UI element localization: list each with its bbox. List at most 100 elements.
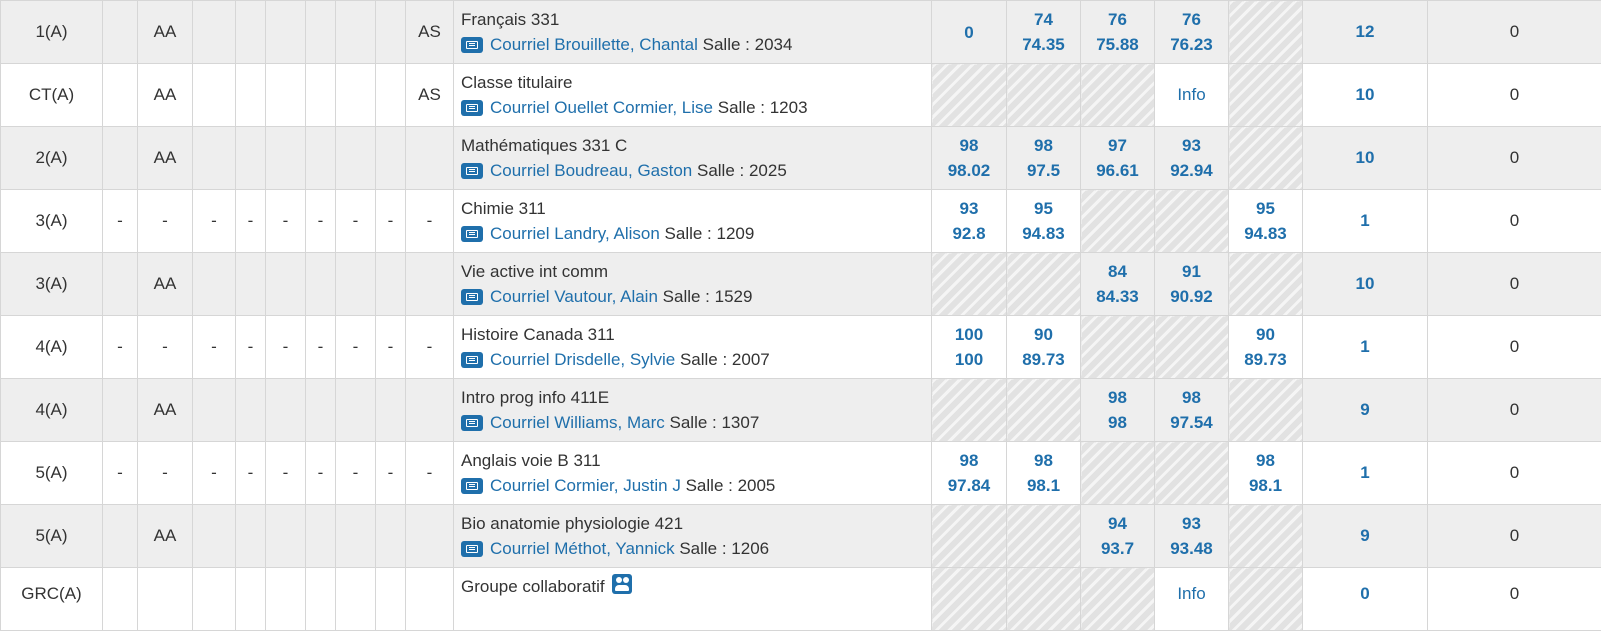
- info-link[interactable]: Info: [1155, 568, 1229, 631]
- code-cell: [103, 379, 138, 442]
- room-label: Salle : 1209: [665, 224, 755, 243]
- email-teacher-link[interactable]: Courriel Méthot, Yannick: [490, 539, 675, 558]
- contact-card-icon[interactable]: [461, 289, 483, 305]
- grade-final-empty: [1229, 379, 1303, 442]
- code-cell: -: [336, 442, 376, 505]
- code-cell: -: [193, 190, 236, 253]
- room-label: Salle : 1203: [718, 98, 808, 117]
- absence-count[interactable]: 1: [1303, 316, 1428, 379]
- absence-count[interactable]: 1: [1303, 190, 1428, 253]
- info-link[interactable]: Info: [1155, 64, 1229, 127]
- contact-card-icon[interactable]: [461, 226, 483, 242]
- code-cell: [193, 127, 236, 190]
- grade-term-1-empty: [932, 64, 1007, 127]
- grade-term-1[interactable]: 0: [932, 1, 1007, 64]
- contact-card-icon[interactable]: [461, 352, 483, 368]
- period-cell: 3(A): [1, 190, 103, 253]
- contact-card-icon[interactable]: [461, 541, 483, 557]
- code-cell: [193, 64, 236, 127]
- absence-count[interactable]: 10: [1303, 253, 1428, 316]
- absence-count[interactable]: 0: [1303, 568, 1428, 631]
- absence-count[interactable]: 10: [1303, 64, 1428, 127]
- course-name: Chimie 311: [461, 199, 931, 219]
- contact-card-icon[interactable]: [461, 100, 483, 116]
- grade-term-3-empty: [1081, 316, 1155, 379]
- email-teacher-link[interactable]: Courriel Ouellet Cormier, Lise: [490, 98, 713, 117]
- grade-term-1-empty: [932, 568, 1007, 631]
- code-cell: [336, 1, 376, 64]
- absence-count[interactable]: 10: [1303, 127, 1428, 190]
- grade-term-2-empty: [1007, 253, 1081, 316]
- group-users-icon[interactable]: [612, 574, 632, 594]
- course-cell: Classe titulaire Courriel Ouellet Cormie…: [454, 64, 932, 127]
- room-label: Salle : 2005: [686, 476, 776, 495]
- code-cell: AS: [406, 1, 454, 64]
- code-cell: [266, 1, 306, 64]
- absence-count[interactable]: 12: [1303, 1, 1428, 64]
- code-cell: -: [306, 442, 336, 505]
- contact-card-icon[interactable]: [461, 478, 483, 494]
- code-cell: -: [336, 190, 376, 253]
- absence-count[interactable]: 9: [1303, 379, 1428, 442]
- code-cell: [236, 64, 266, 127]
- code-cell: -: [138, 442, 193, 505]
- room-label: Salle : 2007: [680, 350, 770, 369]
- email-teacher-link[interactable]: Courriel Drisdelle, Sylvie: [490, 350, 675, 369]
- grade-final-empty: [1229, 568, 1303, 631]
- table-row: 2(A) AA Mathématiques 331 C Courriel Bou…: [1, 127, 1601, 190]
- code-cell: [306, 64, 336, 127]
- contact-card-icon[interactable]: [461, 37, 483, 53]
- code-cell: [376, 1, 406, 64]
- absence-count[interactable]: 9: [1303, 505, 1428, 568]
- grade-final-empty: [1229, 64, 1303, 127]
- course-cell: Intro prog info 411E Courriel Williams, …: [454, 379, 932, 442]
- email-teacher-link[interactable]: Courriel Williams, Marc: [490, 413, 665, 432]
- code-cell: [193, 379, 236, 442]
- table-row: 4(A) - - - - - - - - - Histoire Canada 3…: [1, 316, 1601, 379]
- code-cell: [336, 379, 376, 442]
- email-teacher-link[interactable]: Courriel Vautour, Alain: [490, 287, 658, 306]
- email-teacher-link[interactable]: Courriel Brouillette, Chantal: [490, 35, 698, 54]
- code-cell: -: [376, 316, 406, 379]
- grade-final-empty: [1229, 127, 1303, 190]
- grade-term-1-empty: [932, 505, 1007, 568]
- code-cell: -: [266, 190, 306, 253]
- code-cell: AA: [138, 379, 193, 442]
- email-teacher-link[interactable]: Courriel Cormier, Justin J: [490, 476, 681, 495]
- absence-count[interactable]: 1: [1303, 442, 1428, 505]
- contact-card-icon[interactable]: [461, 415, 483, 431]
- code-cell: [266, 505, 306, 568]
- code-cell: -: [406, 442, 454, 505]
- email-teacher-link[interactable]: Courriel Boudreau, Gaston: [490, 161, 692, 180]
- contact-card-icon[interactable]: [461, 163, 483, 179]
- course-name: Groupe collaboratif: [461, 574, 931, 597]
- email-teacher-link[interactable]: Courriel Landry, Alison: [490, 224, 660, 243]
- code-cell: -: [336, 316, 376, 379]
- late-count: 0: [1428, 442, 1601, 505]
- period-cell: 1(A): [1, 1, 103, 64]
- code-cell: [236, 379, 266, 442]
- code-cell: -: [138, 190, 193, 253]
